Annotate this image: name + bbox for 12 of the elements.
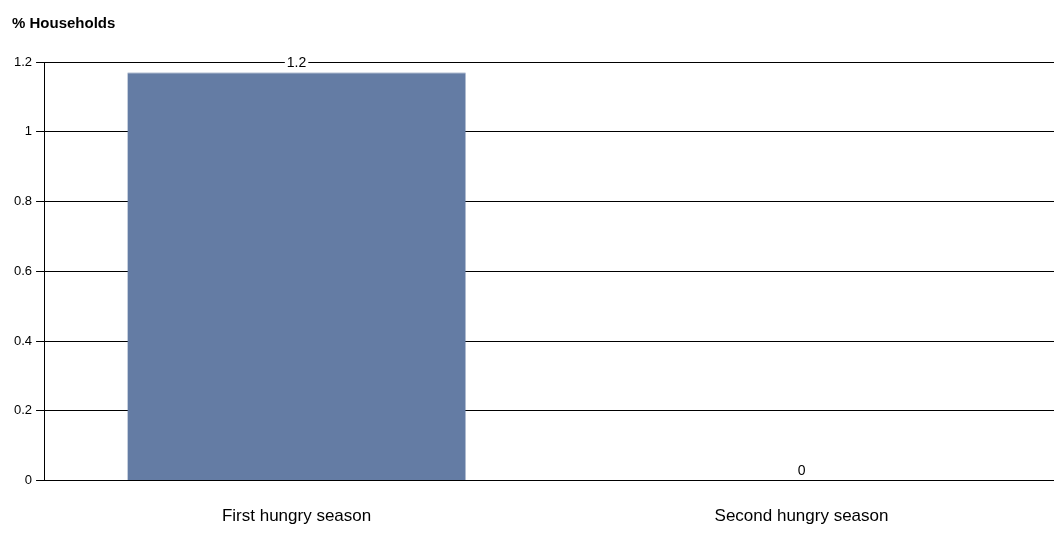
y-tick-label: 1.2 <box>13 53 33 69</box>
y-tick-label: 0.4 <box>13 332 33 348</box>
y-tick-label: 0.8 <box>13 193 33 209</box>
x-tick-label: First hungry season <box>221 506 372 526</box>
data-label: 0 <box>797 462 806 479</box>
y-tick-label: 0 <box>24 472 33 488</box>
x-tick-label: Second hungry season <box>714 506 889 526</box>
y-tick-label: 1 <box>24 123 33 139</box>
y-tick-label: 0.6 <box>13 262 33 278</box>
y-tick-label: 0.2 <box>13 402 33 418</box>
data-label: 1.2 <box>286 54 307 71</box>
y-axis-title: % Households <box>12 14 116 32</box>
